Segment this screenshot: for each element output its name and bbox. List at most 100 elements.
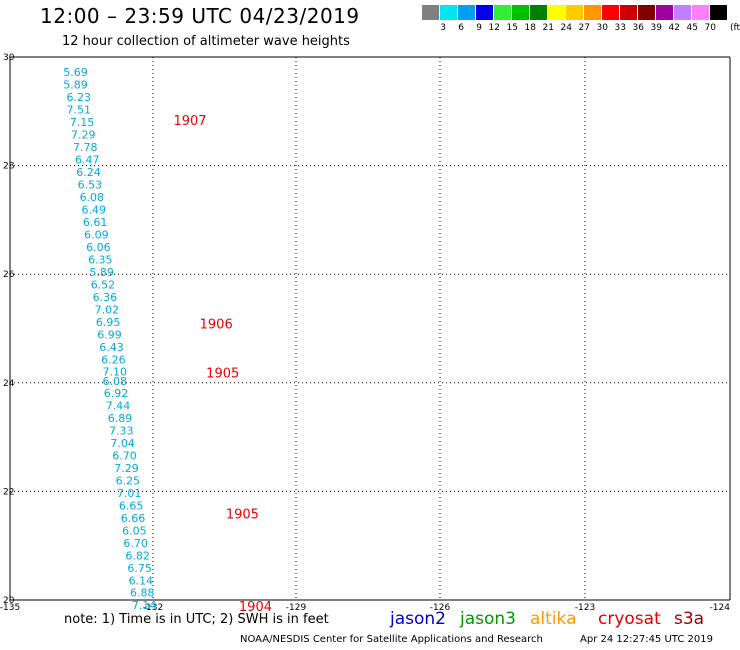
y-tick-label: 20 [3, 596, 15, 606]
wave-height-label: 6.43 [99, 341, 124, 354]
wave-height-label: 6.47 [75, 153, 100, 166]
colorbar-swatch [422, 5, 440, 20]
legend-s3a: s3a [674, 609, 705, 629]
wave-height-label: 6.92 [104, 387, 129, 400]
wave-height-label: 6.82 [125, 549, 150, 562]
wave-height-label: 6.88 [130, 587, 155, 600]
wave-height-label: 5.69 [63, 66, 88, 79]
wave-height-label: 6.49 [82, 203, 107, 216]
wave-height-label: 6.06 [86, 241, 111, 254]
colorbar-swatch [476, 5, 494, 20]
wave-height-label: 6.08 [102, 375, 127, 388]
colorbar-swatch [674, 5, 692, 20]
wave-height-label: 7.14 [132, 599, 157, 612]
wave-height-label: 7.01 [117, 487, 142, 500]
colorbar-swatch [692, 5, 710, 20]
wave-height-label: 7.51 [66, 103, 91, 116]
x-tick-label: -135 [0, 603, 20, 613]
colorbar-swatch [584, 5, 602, 20]
wave-height-label: 6.61 [83, 216, 108, 229]
y-tick-label: 24 [3, 379, 15, 389]
colorbar-label: 42 [668, 23, 680, 33]
time-label: 1906 [200, 318, 233, 333]
footer-timestamp: Apr 24 12:27:45 UTC 2019 [580, 634, 713, 645]
wave-height-label: 7.44 [106, 399, 131, 412]
colorbar-swatch [710, 5, 728, 20]
x-tick-label: -129 [286, 603, 307, 613]
wave-height-label: 7.15 [70, 116, 95, 129]
wave-height-label: 7.29 [71, 128, 96, 141]
colorbar-swatch [566, 5, 584, 20]
colorbar-label: 27 [578, 23, 590, 33]
wave-height-label: 6.35 [88, 253, 113, 266]
page-title: 12:00 – 23:59 UTC 04/23/2019 [40, 4, 360, 28]
wave-height-label: 6.66 [121, 512, 146, 525]
time-label: 1905 [206, 366, 239, 381]
wave-height-label: 6.70 [112, 449, 137, 462]
wave-height-label: 6.09 [84, 228, 109, 241]
x-tick-label: -124 [710, 603, 731, 613]
colorbar-label: 70 [704, 23, 716, 33]
colorbar-label: 9 [476, 23, 482, 33]
colorbar-unit: (ft) [730, 23, 740, 33]
legend-cryosat: cryosat [598, 609, 661, 629]
colorbar-label: 3 [440, 23, 446, 33]
colorbar-label: 15 [506, 23, 518, 33]
wave-height-label: 6.24 [76, 166, 101, 179]
wave-height-label: 6.89 [108, 412, 133, 425]
legend-jason2: jason2 [390, 609, 446, 629]
time-label: 1905 [226, 508, 259, 523]
colorbar-label: 21 [542, 23, 554, 33]
colorbar-label: 6 [458, 23, 464, 33]
colorbar-swatch [458, 5, 476, 20]
colorbar-swatch [548, 5, 566, 20]
wave-height-label: 7.04 [110, 437, 135, 450]
y-tick-label: 26 [3, 270, 15, 280]
wave-height-label: 6.70 [123, 537, 148, 550]
wave-height-label: 6.08 [80, 191, 105, 204]
wave-height-label: 6.95 [96, 316, 121, 329]
colorbar-swatch [530, 5, 548, 20]
legend-altika: altika [530, 609, 577, 629]
wave-height-label: 6.75 [127, 562, 152, 575]
y-tick-label: 28 [3, 162, 15, 172]
colorbar-swatch [494, 5, 512, 20]
legend-jason3: jason3 [460, 609, 516, 629]
wave-height-label: 5.89 [89, 266, 114, 279]
wave-height-label: 6.53 [78, 178, 103, 191]
wave-height-label: 5.89 [63, 78, 88, 91]
wave-height-label: 7.02 [95, 303, 120, 316]
colorbar-label: 30 [596, 23, 608, 33]
x-tick-label: -132 [143, 603, 163, 613]
time-label: 1904 [239, 600, 272, 615]
wave-height-label: 7.10 [102, 366, 127, 379]
wave-height-label: 6.52 [91, 278, 116, 291]
wave-height-label: 6.23 [66, 91, 91, 104]
x-tick-label: -123 [575, 603, 595, 613]
wave-height-label: 7.33 [109, 424, 134, 437]
wave-height-label: 6.65 [119, 499, 144, 512]
page-subtitle: 12 hour collection of altimeter wave hei… [62, 34, 350, 49]
colorbar-swatch [440, 5, 458, 20]
y-tick-label: 22 [3, 487, 14, 497]
colorbar-label: 33 [614, 23, 626, 33]
wave-height-label: 7.29 [114, 462, 139, 475]
colorbar-label: 12 [488, 23, 500, 33]
wave-height-label: 6.25 [116, 474, 141, 487]
y-tick-label: 30 [3, 53, 15, 63]
wave-height-label: 6.05 [122, 524, 147, 537]
colorbar-label: 24 [560, 23, 572, 33]
wave-height-label: 6.26 [101, 353, 126, 366]
colorbar-label: 36 [632, 23, 644, 33]
colorbar-swatch [512, 5, 530, 20]
wave-height-label: 6.14 [129, 574, 154, 587]
colorbar-label: 45 [686, 23, 698, 33]
footer-credit: NOAA/NESDIS Center for Satellite Applica… [240, 634, 543, 645]
colorbar-label: 39 [650, 23, 662, 33]
colorbar-swatch [620, 5, 638, 20]
colorbar-swatch [656, 5, 674, 20]
footer-note: note: 1) Time is in UTC; 2) SWH is in fe… [64, 612, 329, 627]
colorbar-label: 18 [524, 23, 536, 33]
colorbar-swatch [638, 5, 656, 20]
